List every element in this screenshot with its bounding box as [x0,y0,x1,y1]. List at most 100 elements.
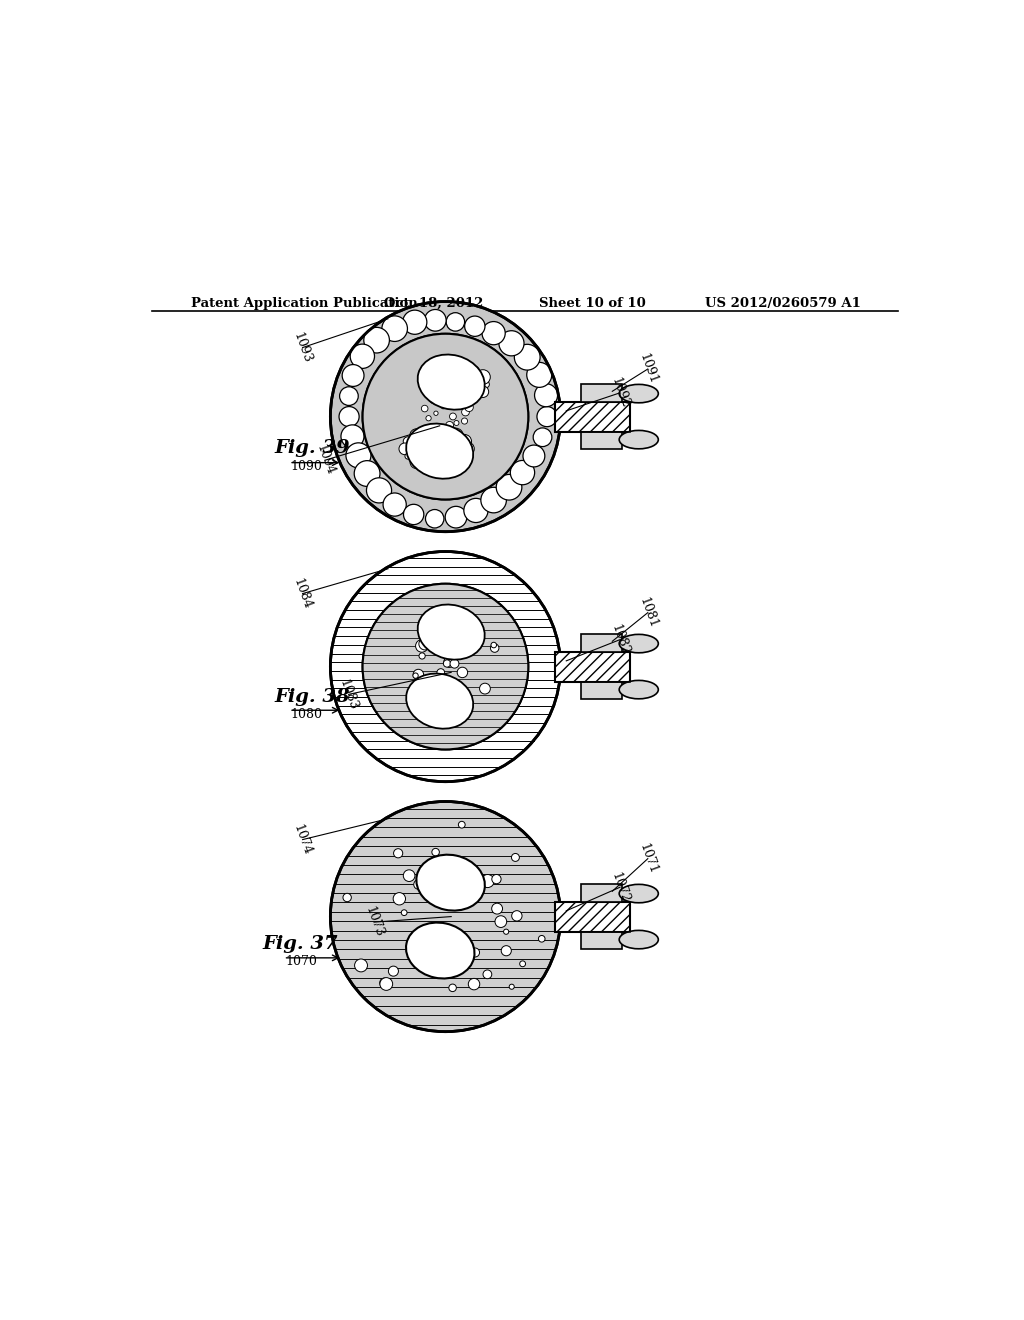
Ellipse shape [620,884,658,903]
Ellipse shape [620,384,658,403]
Circle shape [416,640,428,652]
Circle shape [442,363,453,374]
Circle shape [459,821,465,828]
Circle shape [419,638,431,649]
Circle shape [401,909,408,916]
Text: Sheet 10 of 10: Sheet 10 of 10 [539,297,645,310]
Circle shape [403,504,424,524]
Circle shape [432,849,439,855]
Circle shape [410,455,423,469]
Bar [555,902,630,932]
Circle shape [420,381,426,388]
Text: 1070: 1070 [285,956,317,969]
Ellipse shape [407,673,473,729]
Circle shape [404,453,411,459]
Circle shape [451,681,457,686]
Circle shape [331,301,560,532]
Circle shape [380,978,392,990]
Bar [555,401,630,432]
Circle shape [469,366,479,376]
Circle shape [419,653,425,659]
Text: 1074: 1074 [291,822,314,857]
Circle shape [434,411,438,416]
Bar [581,384,622,401]
Circle shape [465,315,485,337]
Circle shape [402,310,427,334]
Circle shape [410,429,424,442]
Circle shape [497,474,522,500]
Circle shape [367,478,391,503]
Bar [555,652,630,681]
Text: Patent Application Publication: Patent Application Publication [191,297,418,310]
Circle shape [383,492,407,516]
Circle shape [422,405,428,412]
Bar [581,432,622,449]
Text: 1094: 1094 [313,444,336,478]
Circle shape [382,315,408,342]
Circle shape [490,643,497,648]
Circle shape [342,364,364,387]
Text: 1072: 1072 [608,870,632,904]
Text: 1092: 1092 [608,376,632,411]
Circle shape [364,327,389,352]
Bar [581,884,622,902]
Circle shape [504,929,509,935]
Circle shape [449,428,463,444]
Circle shape [462,418,468,424]
Circle shape [362,334,528,499]
Circle shape [460,639,472,651]
Circle shape [445,507,467,528]
Circle shape [420,370,433,384]
Circle shape [470,948,479,957]
Circle shape [425,428,434,437]
Circle shape [399,444,411,454]
Circle shape [339,407,359,426]
Ellipse shape [418,355,484,409]
Circle shape [446,313,465,331]
Circle shape [350,345,375,368]
Text: 1091: 1091 [636,352,659,387]
Circle shape [471,395,477,400]
Circle shape [424,461,434,470]
Circle shape [437,669,444,676]
Circle shape [445,681,453,688]
Circle shape [362,334,528,499]
Circle shape [388,966,398,977]
Circle shape [340,387,358,405]
Circle shape [426,416,431,421]
Circle shape [449,952,458,962]
Circle shape [413,669,424,680]
Bar [581,635,622,652]
Circle shape [479,684,490,694]
Circle shape [481,487,507,513]
Circle shape [482,322,505,345]
Ellipse shape [620,931,658,949]
Circle shape [526,362,552,387]
Circle shape [520,961,525,966]
Circle shape [413,673,418,678]
Circle shape [362,583,528,750]
Text: 1080: 1080 [291,708,323,721]
Circle shape [456,395,468,408]
Text: Fig. 37: Fig. 37 [263,936,339,953]
Circle shape [535,384,558,407]
Bar [555,401,630,432]
Text: 1073: 1073 [362,906,386,940]
Circle shape [499,331,524,356]
Ellipse shape [417,854,485,911]
Circle shape [432,614,440,622]
Circle shape [463,698,471,706]
Circle shape [458,434,471,449]
Circle shape [482,381,489,388]
Circle shape [458,364,466,372]
Ellipse shape [620,635,658,653]
Text: 1090: 1090 [291,461,323,473]
Circle shape [450,659,459,668]
Circle shape [512,911,522,921]
Circle shape [436,857,443,863]
Circle shape [436,682,449,694]
Circle shape [420,870,426,876]
Circle shape [341,425,364,447]
Circle shape [331,801,560,1032]
Circle shape [475,370,490,384]
